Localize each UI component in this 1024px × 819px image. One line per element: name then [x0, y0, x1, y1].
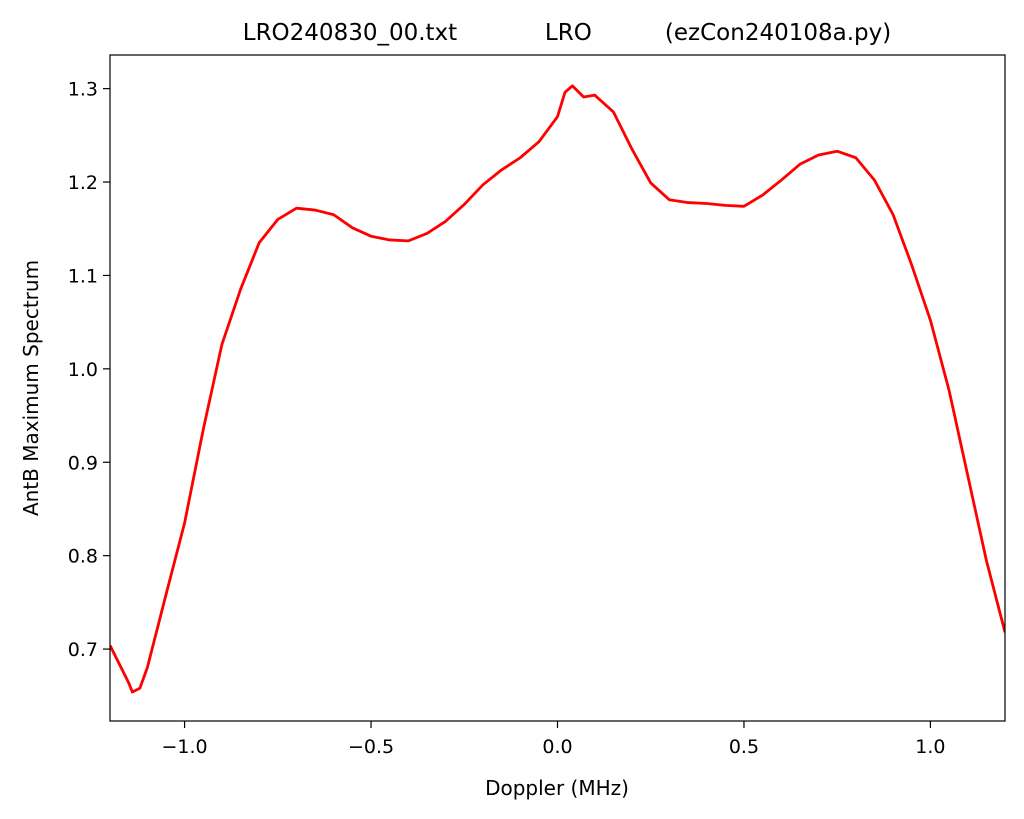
y-tick-label: 0.7 — [68, 639, 98, 661]
x-tick-label: 0.5 — [729, 736, 759, 758]
y-tick-label: 1.2 — [68, 172, 98, 194]
x-tick-label: 0.0 — [542, 736, 572, 758]
y-tick-label: 1.0 — [68, 359, 98, 381]
x-axis-label: Doppler (MHz) — [485, 776, 629, 800]
plot-frame — [109, 54, 1006, 722]
x-tick-label: −1.0 — [162, 736, 208, 758]
y-tick-label: 0.8 — [68, 546, 98, 568]
y-tick-label: 1.1 — [68, 265, 98, 287]
x-tick-label: −0.5 — [348, 736, 394, 758]
y-axis-label: AntB Maximum Spectrum — [19, 260, 43, 516]
data-line — [110, 84, 1005, 694]
y-tick-label: 0.9 — [68, 452, 98, 474]
x-tick-label: 1.0 — [915, 736, 945, 758]
y-tick-label: 1.3 — [68, 79, 98, 101]
chart-title: LRO240830_00.txt LRO (ezCon240108a.py) — [243, 20, 891, 46]
